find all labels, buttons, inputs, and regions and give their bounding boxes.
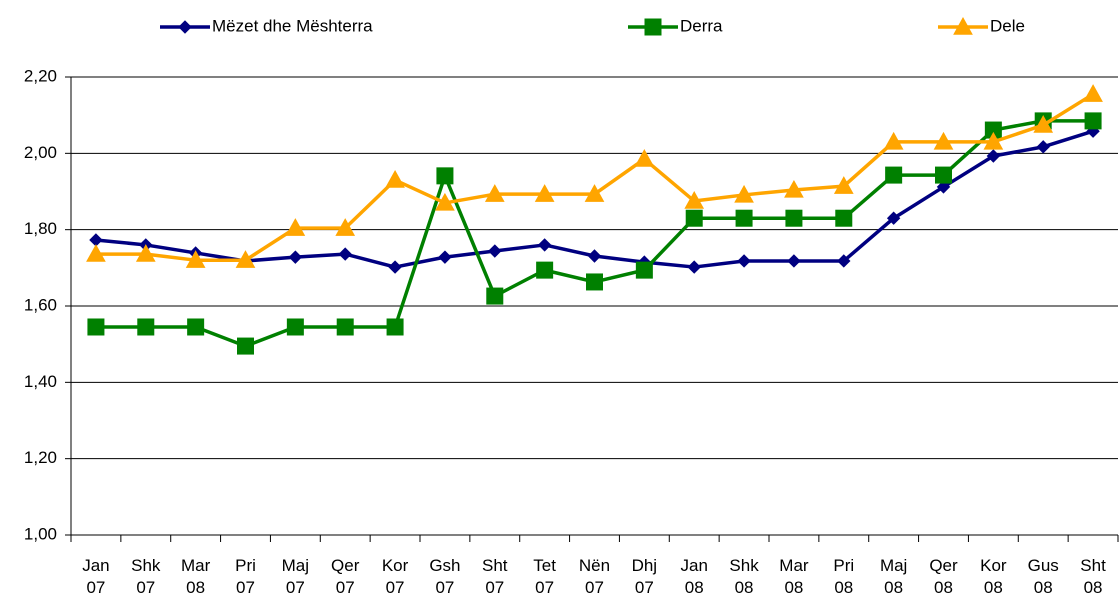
marker [933,131,954,150]
y-tick-label: 1,60 [24,295,57,314]
marker [935,166,952,184]
marker [335,218,356,236]
marker [687,260,701,274]
marker [185,250,206,268]
y-tick-label: 2,00 [24,143,57,162]
marker [486,287,504,305]
marker [484,184,505,202]
marker [187,318,205,336]
marker [837,254,851,268]
marker [488,244,502,258]
x-tick-label: Pri 07 [235,556,256,597]
marker [285,218,306,236]
marker [137,318,155,336]
x-tick-label: Sht 08 [1080,556,1106,597]
marker [385,170,405,188]
marker [388,260,402,274]
x-tick-label: Shk 08 [729,556,759,597]
legend-label: Dele [990,16,1025,35]
x-tick-label: Kor 08 [980,556,1007,597]
marker [178,20,192,34]
marker [86,244,106,262]
marker [685,209,703,227]
x-tick-label: Qer 08 [929,556,958,597]
marker [684,191,705,209]
y-tick-label: 2,20 [24,66,57,85]
x-tick-label: Mar 08 [181,556,211,597]
marker [135,244,156,262]
x-tick-label: Maj 07 [281,556,310,597]
x-tick-label: Gus 08 [1027,556,1059,597]
legend-label: Mëzet dhe Mështerra [212,16,373,35]
x-tick-label: Jan 08 [680,556,708,597]
x-tick-label: Pri 08 [833,556,855,597]
marker [986,149,1001,163]
x-tick-label: Dhj 07 [631,556,658,597]
marker [237,337,254,355]
marker [634,149,655,167]
marker [288,250,303,264]
marker [87,318,105,336]
marker [787,254,801,268]
x-tick-label: Tet 07 [533,556,556,597]
y-tick-label: 1,20 [24,448,57,467]
marker [386,318,404,336]
marker [336,318,354,336]
x-tick-label: Jan 07 [82,556,110,597]
marker [983,131,1004,150]
y-tick-label: 1,80 [24,219,57,238]
marker [936,180,951,194]
marker [338,247,352,261]
marker [886,211,901,225]
marker [1083,84,1103,102]
marker [587,249,602,263]
x-tick-label: Kor 07 [381,556,409,597]
marker [435,192,455,211]
x-tick-label: Mar 08 [779,556,809,597]
marker [537,238,552,252]
marker [1036,140,1050,154]
marker [286,318,304,336]
x-tick-label: Maj 08 [879,556,908,597]
marker [784,179,804,198]
marker [534,184,555,202]
marker [833,176,854,194]
marker [885,166,903,184]
marker [1033,115,1054,133]
x-tick-label: Nën 07 [578,556,611,597]
marker [883,131,904,150]
y-tick-label: 1,00 [24,524,57,543]
marker [737,254,751,268]
marker [644,18,662,36]
legend-label: Derra [680,16,723,35]
marker [586,273,603,291]
marker [1084,112,1102,130]
marker [436,167,454,185]
y-tick-label: 1,40 [24,372,57,391]
marker [536,261,554,279]
marker [785,209,803,227]
marker [734,184,754,203]
series-line [95,119,1094,348]
x-tick-label: Gsh 07 [429,556,461,597]
marker [438,250,452,264]
x-tick-label: Qer 07 [331,556,360,597]
x-tick-label: Shk 07 [131,556,161,597]
marker [953,16,973,35]
marker [635,261,653,279]
marker [835,209,853,227]
marker [735,209,753,227]
marker [235,250,256,268]
marker [584,184,605,202]
x-tick-label: Sht 07 [482,556,508,597]
